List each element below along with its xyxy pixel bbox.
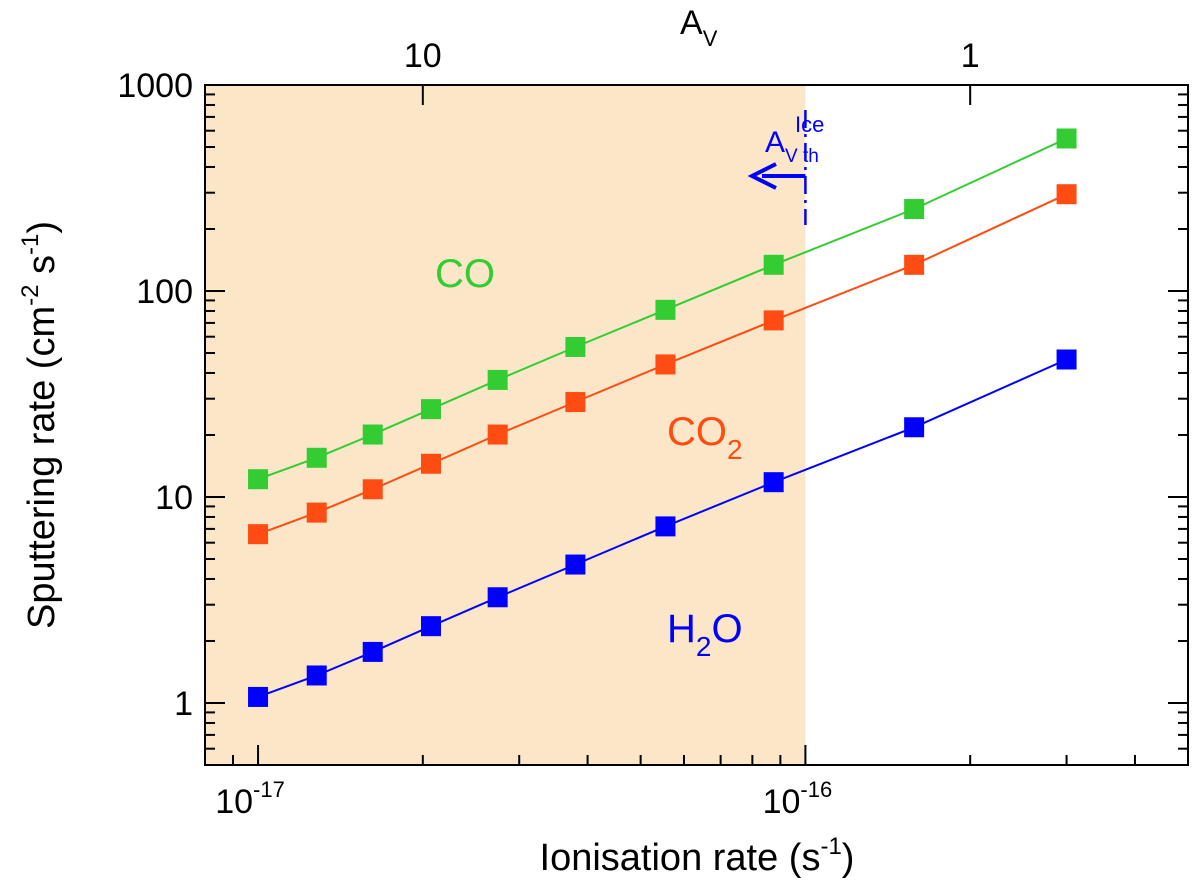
series-line-2 (257, 358, 1068, 698)
data-point (1056, 184, 1077, 205)
data-point (904, 199, 925, 220)
data-point (763, 254, 784, 275)
data-point (306, 502, 327, 523)
series-line-0 (257, 137, 1068, 481)
data-point (1056, 128, 1077, 149)
data-point (1056, 349, 1077, 370)
data-point (248, 524, 269, 545)
y-tick-label: 1 (174, 685, 193, 723)
y-tick-label: 1000 (117, 67, 193, 105)
data-point (655, 516, 676, 537)
data-point (362, 424, 383, 445)
data-point (487, 587, 508, 608)
data-point (487, 369, 508, 390)
top-axis-tick-label: 1 (961, 37, 980, 75)
data-point (248, 686, 269, 707)
data-point (306, 665, 327, 686)
data-point (904, 254, 925, 275)
top-axis-tick-label: 10 (404, 37, 442, 75)
x-axis-title: Ionisation rate (s-1) (540, 833, 855, 879)
top-axis-title: AV (680, 4, 718, 51)
data-point (487, 424, 508, 445)
series-label-0: CO (435, 252, 495, 296)
threshold-label: AV thIce (765, 112, 824, 167)
data-point (763, 472, 784, 493)
data-point (904, 417, 925, 438)
data-point (420, 453, 441, 474)
data-point (565, 554, 586, 575)
data-point (420, 399, 441, 420)
series-lines (257, 137, 1068, 698)
data-point (565, 336, 586, 357)
data-point (420, 616, 441, 637)
plot-frame (204, 84, 1189, 766)
data-point (362, 479, 383, 500)
data-point (362, 641, 383, 662)
data-point (248, 469, 269, 490)
data-point (763, 310, 784, 331)
x-tick-label: 10-16 (763, 777, 833, 821)
data-point (655, 354, 676, 375)
y-tick-label: 10 (155, 479, 193, 517)
series-line-1 (257, 193, 1068, 536)
threshold-arrow-head (747, 162, 777, 190)
data-point (655, 299, 676, 320)
ice-threshold-annotation: AV thIce (747, 110, 824, 225)
y-tick-label: 100 (136, 273, 193, 311)
series-markers (248, 128, 1077, 707)
series-label-1: CO2 (667, 410, 743, 465)
data-point (306, 447, 327, 468)
x-tick-label: 10-17 (215, 777, 285, 821)
axis-labels: 1 10 100 1000 10-17 10-16 10 1 AV Ionisation rate… (17, 4, 980, 879)
series-label-2: H2O (667, 607, 743, 662)
axis-ticks (204, 84, 1189, 766)
y-axis-title: Sputtering rate (cm-2 s-1) (17, 221, 63, 629)
data-point (565, 392, 586, 413)
